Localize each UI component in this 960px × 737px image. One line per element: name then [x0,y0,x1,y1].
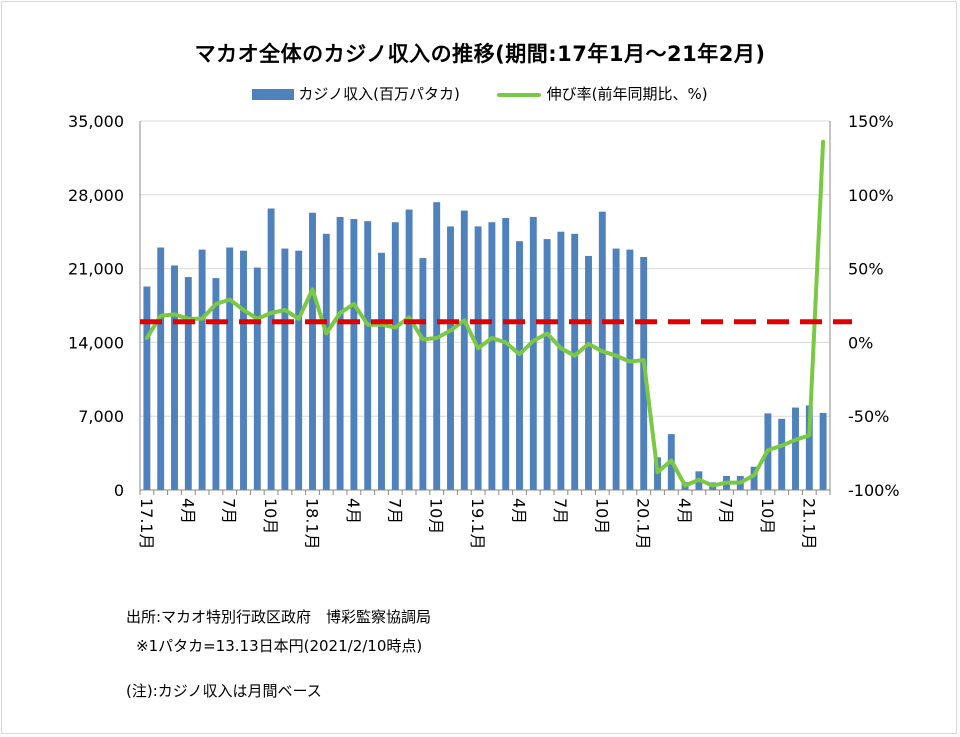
x-tick-label: 21.1月 [799,498,818,550]
x-tick-label: 20.1月 [634,498,653,550]
bar [529,216,537,490]
y-left-tick-label: 0 [114,481,124,500]
bar [281,248,289,490]
legend-swatch-line [496,92,541,97]
bar [447,226,454,490]
growth-line [144,139,826,488]
legend-swatch-bar [252,89,295,100]
bar [419,258,427,490]
y-right-tick-label: 150% [848,112,894,131]
bar [143,286,151,490]
y-left-tick-label: 28,000 [68,186,124,205]
legend-label-growth: 伸び率(前年同期比、%) [546,85,708,103]
bar [474,226,482,490]
x-tick-label: 4月 [675,498,694,524]
source-note: 出所:マカオ特別行政区政府 博彩監察協調局 [126,608,432,626]
line-layer [144,139,826,488]
x-tick-label: 7月 [717,498,736,524]
bar [378,252,385,490]
x-tick-label: 7月 [551,498,570,524]
remark-note: (注):カジノ収入は月間ベース [126,682,322,700]
x-tick-label: 10月 [592,498,611,534]
bar [295,250,303,490]
legend-item-revenue: カジノ収入(百万パタカ) [252,83,460,104]
x-tick-label: 7月 [385,498,404,524]
bar [460,210,468,490]
bar-layer [143,202,827,491]
bar [322,233,330,490]
y-right-tick-label: -100% [848,481,900,500]
chart-title: マカオ全体のカジノ収入の推移(期間:17年1月〜21年2月) [194,42,766,66]
bar [819,412,827,490]
x-tick-label: 19.1月 [468,498,487,550]
bar [212,278,220,490]
y-right-tick-label: -50% [848,407,889,426]
bar [157,247,165,490]
x-tick-label: 4月 [344,498,363,524]
bar [433,202,441,490]
bar [626,249,634,490]
bar [309,212,316,491]
bar [198,249,206,490]
bar [571,233,579,490]
legend-label-revenue: カジノ収入(百万パタカ) [298,85,460,103]
axis-layer [139,121,831,495]
x-tick-label: 18.1月 [303,498,322,550]
x-tick-label: 10月 [758,498,777,534]
bar [488,222,496,490]
y-right-tick-label: 100% [848,186,894,205]
bar [336,216,344,490]
bar [405,209,413,490]
y-left-tick-label: 35,000 [68,112,124,131]
bar [226,247,234,490]
bar [350,219,358,490]
bar [516,241,523,490]
bar [253,267,261,490]
legend: カジノ収入(百万パタカ) 伸び率(前年同期比、%) [0,83,960,104]
bar [543,239,551,490]
bar [364,221,372,490]
bar [612,248,620,490]
bar [502,217,510,490]
exchange-rate-note: ※1パタカ=13.13日本円(2021/2/10時点) [136,637,423,655]
bar [792,407,799,490]
x-tick-label: 10月 [427,498,446,534]
y-right-tick-label: 0% [848,333,873,352]
y-right-tick-label: 50% [848,260,884,279]
x-tick-label: 4月 [178,498,197,524]
legend-item-growth: 伸び率(前年同期比、%) [496,83,708,104]
x-tick-label: 7月 [220,498,239,524]
label-layer: 0 7,000 14,000 21,000 28,000 35,000 -100% -50% 0… [68,112,900,550]
bar [171,265,178,490]
x-tick-label: 17.1月 [137,498,156,550]
bar [557,231,565,490]
bar [184,277,192,490]
bar [778,418,786,490]
y-left-tick-label: 14,000 [68,333,124,352]
y-left-tick-label: 7,000 [78,407,124,426]
bar [391,222,399,490]
bar [267,208,275,490]
x-tick-label: 10月 [261,498,280,534]
bar [585,255,592,490]
bar [750,466,758,490]
y-left-tick-label: 21,000 [68,260,124,279]
x-tick-label: 4月 [510,498,529,524]
bar [805,405,813,490]
chart-canvas: 0 7,000 14,000 21,000 28,000 35,000 -100% -50% 0… [68,112,900,550]
bar [240,250,247,490]
